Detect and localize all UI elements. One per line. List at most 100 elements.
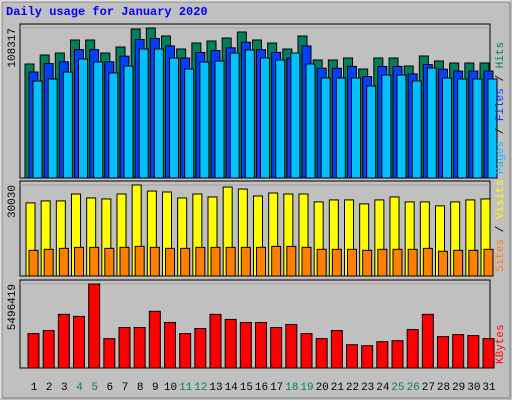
bar [103,338,116,369]
bar [256,246,266,277]
bar [442,77,452,179]
bar [438,250,448,277]
bar [119,246,130,277]
bar [209,313,222,369]
y-tick-label-group: 5496419 [7,284,19,330]
bar [467,335,480,369]
x-tick-label: 4 [76,382,83,394]
bar [270,327,283,369]
bar [104,247,115,277]
bar [88,283,101,369]
bar [366,85,377,179]
y-tick-label: 30030 [7,185,19,218]
bar [194,328,207,369]
bar [406,329,419,369]
legend-entry: Visits [495,180,507,220]
bar [153,48,164,179]
x-tick-label: 3 [61,382,68,394]
y-tick-label: 5496419 [7,284,19,330]
chart-title: Daily usage for January 2020 [6,5,208,19]
x-tick-label: 7 [122,382,129,394]
bar [148,310,161,369]
bar [483,248,494,277]
bar [346,344,358,369]
bar [169,57,179,179]
bar [229,52,240,179]
bar [240,246,251,277]
y-tick-label: 108317 [7,28,19,68]
bar [422,247,433,277]
bar [74,246,84,277]
bar [62,71,73,179]
bar [108,72,119,179]
x-tick-label: 13 [209,382,222,394]
bar [260,57,270,179]
bar [57,313,70,369]
bar [164,321,176,369]
x-tick-label: 29 [452,382,465,394]
bar [392,248,403,277]
bar [123,65,134,179]
bar [224,318,237,369]
x-tick-label: 20 [316,382,329,394]
x-tick-label: 31 [482,382,496,394]
bar [195,246,206,277]
bar [58,247,69,277]
bar [42,330,55,369]
x-tick-label: 10 [164,382,177,394]
x-tick-label: 23 [361,382,374,394]
bar [138,48,149,179]
bar [411,80,422,179]
legend-separator: / [495,121,507,141]
bar [407,248,418,277]
bar [426,67,437,179]
y-tick-label-group: 108317 [7,28,19,68]
bar [286,245,297,277]
legend-text: Pages / Files / Hits [495,42,507,174]
bar [377,248,388,277]
x-tick-label: 16 [255,382,268,394]
bar [335,77,346,179]
bar [134,245,145,277]
legend-entry: Files [495,88,507,121]
bar [347,248,357,277]
bar [32,80,43,179]
bar [78,58,88,179]
x-tick-label: 21 [331,382,345,394]
bar [275,59,286,179]
legend-separator: / [495,68,507,88]
x-tick-label: 27 [422,382,435,394]
bar [118,327,131,369]
bar [290,52,301,179]
bar [199,61,210,179]
bar [165,247,175,277]
bar [180,247,191,277]
bar [214,60,225,179]
bar [361,345,374,369]
legend: KBytes [495,324,507,364]
x-tick-label: 19 [300,382,313,394]
bar [73,315,85,369]
x-tick-label: 14 [225,382,239,394]
x-tick-label: 6 [107,382,114,394]
legend-entry: KBytes [495,324,507,364]
bar [376,341,389,369]
legend: Pages / Files / Hits [495,42,507,174]
bar [381,74,392,179]
x-tick-label: 1 [31,382,38,394]
bar [255,321,267,369]
x-tick-label: 30 [467,382,480,394]
x-tick-label: 17 [270,382,283,394]
bar [27,333,40,369]
bar [43,248,54,277]
x-tick-label: 2 [46,382,53,394]
legend-entry: Sites [495,239,507,272]
bar [301,246,312,277]
bar [89,246,100,277]
bar [330,330,343,369]
bar [468,249,479,277]
bar [396,74,407,179]
y-tick-label-group: 30030 [7,185,19,218]
